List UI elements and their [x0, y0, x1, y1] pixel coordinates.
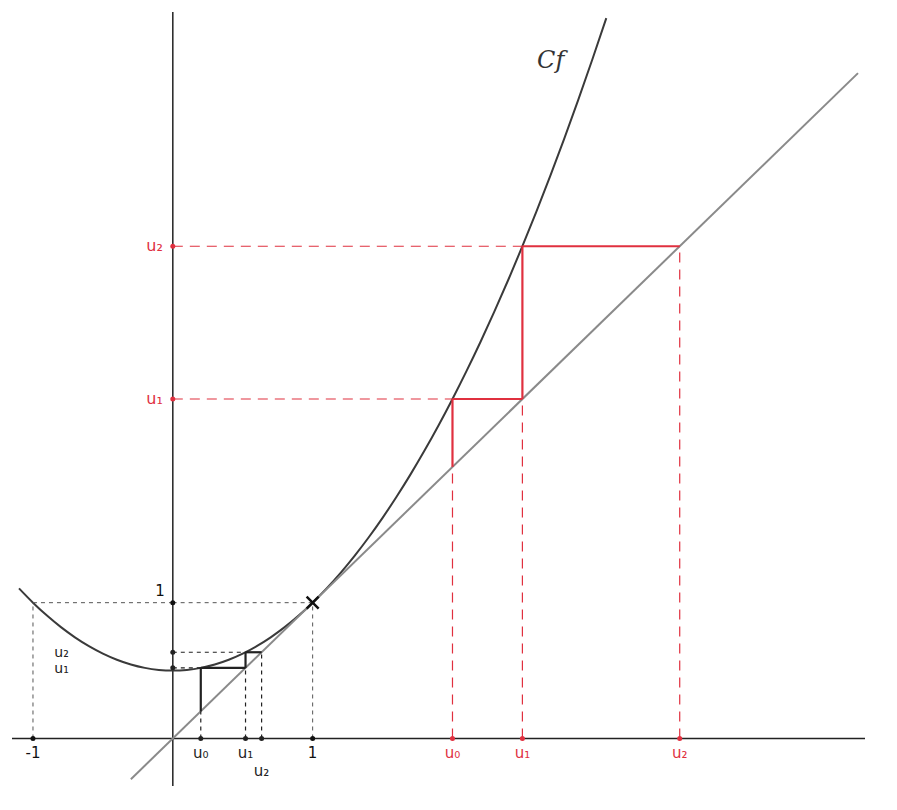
svg-text:1: 1 [155, 582, 165, 600]
svg-text:u₁: u₁ [515, 744, 531, 762]
svg-text:u₀: u₀ [193, 744, 209, 762]
svg-text:u₀: u₀ [445, 744, 461, 762]
svg-text:u₂: u₂ [54, 644, 69, 660]
svg-text:Cf: Cf [537, 46, 568, 74]
svg-text:u₂: u₂ [146, 236, 163, 255]
svg-text:-1: -1 [25, 744, 40, 762]
svg-text:1: 1 [308, 744, 318, 762]
svg-text:u₁: u₁ [54, 660, 69, 676]
svg-text:u₁: u₁ [238, 744, 254, 762]
svg-text:u₁: u₁ [146, 389, 163, 408]
svg-text:u₂: u₂ [672, 744, 688, 762]
svg-text:u₂: u₂ [254, 762, 270, 780]
